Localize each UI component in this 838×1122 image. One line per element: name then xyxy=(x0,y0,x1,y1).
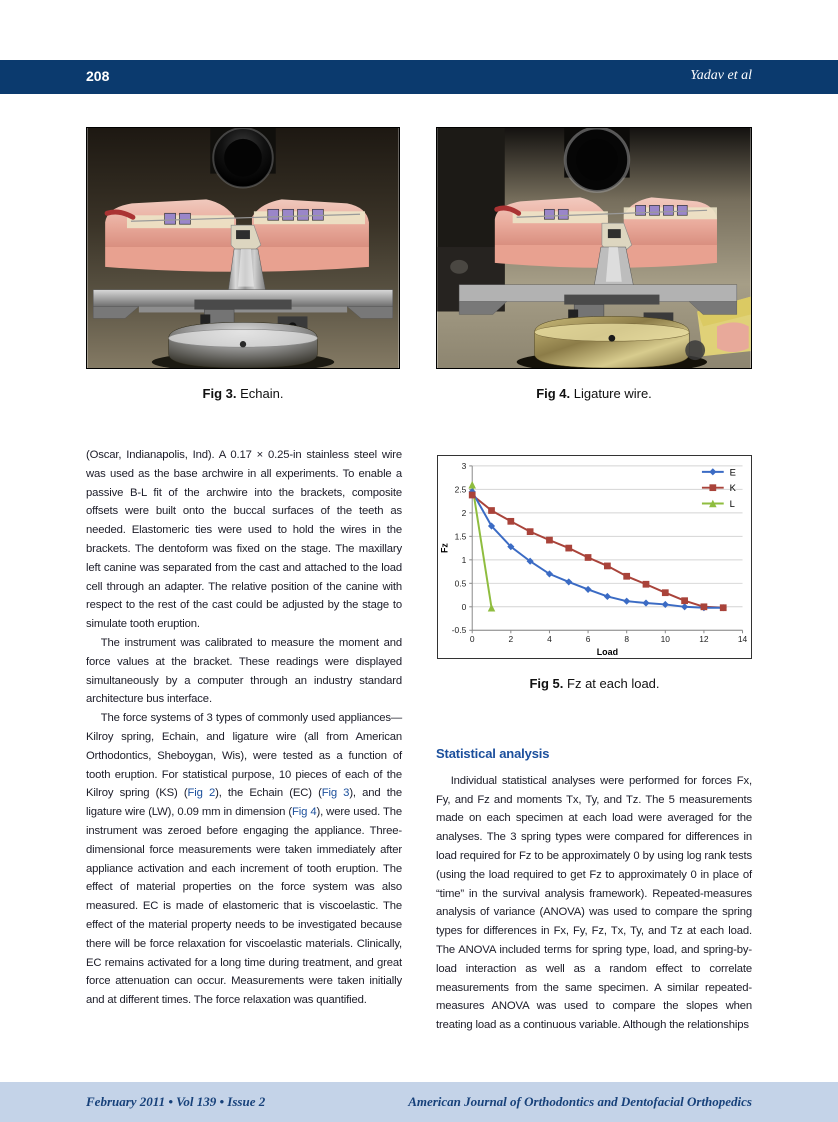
svg-text:Fz: Fz xyxy=(439,543,449,553)
svg-text:K: K xyxy=(730,482,737,493)
svg-text:8: 8 xyxy=(624,634,629,644)
svg-text:4: 4 xyxy=(547,634,552,644)
svg-text:0: 0 xyxy=(470,634,475,644)
svg-text:12: 12 xyxy=(699,634,709,644)
svg-text:E: E xyxy=(730,466,736,477)
svg-text:-0.5: -0.5 xyxy=(452,625,467,635)
svg-text:L: L xyxy=(730,498,735,509)
svg-text:1: 1 xyxy=(462,555,467,565)
svg-text:2: 2 xyxy=(462,508,467,518)
svg-text:2.5: 2.5 xyxy=(455,484,467,494)
svg-text:0: 0 xyxy=(462,602,467,612)
svg-text:0.5: 0.5 xyxy=(455,578,467,588)
svg-text:10: 10 xyxy=(661,634,671,644)
svg-text:14: 14 xyxy=(738,634,748,644)
svg-text:1.5: 1.5 xyxy=(455,531,467,541)
svg-text:Load: Load xyxy=(597,647,618,657)
svg-text:6: 6 xyxy=(586,634,591,644)
svg-text:2: 2 xyxy=(508,634,513,644)
svg-text:3: 3 xyxy=(462,461,467,471)
